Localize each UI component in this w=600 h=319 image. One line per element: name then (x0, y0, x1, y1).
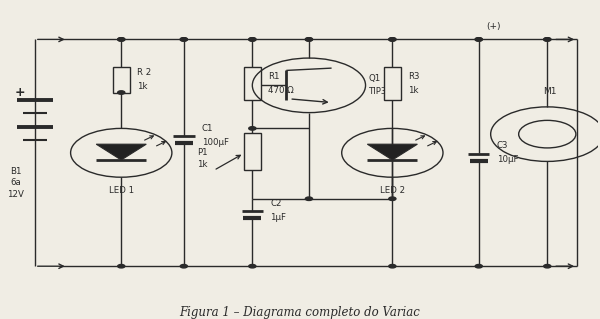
Text: 1k: 1k (137, 82, 147, 91)
Polygon shape (367, 144, 418, 160)
Text: +: + (14, 86, 25, 99)
Text: R3: R3 (408, 71, 419, 80)
Text: R 2: R 2 (137, 68, 151, 77)
Text: 10μF: 10μF (497, 155, 518, 165)
Circle shape (118, 264, 125, 268)
Circle shape (389, 38, 396, 41)
Text: R1: R1 (268, 71, 280, 80)
Text: TIP31: TIP31 (368, 86, 392, 96)
Text: 1μF: 1μF (270, 213, 286, 222)
Bar (384, 67, 401, 100)
Text: C3: C3 (497, 141, 508, 150)
Circle shape (118, 91, 125, 94)
Text: C2: C2 (270, 198, 282, 208)
Circle shape (180, 264, 187, 268)
Text: 6a: 6a (10, 178, 21, 188)
Circle shape (118, 38, 125, 41)
Text: 12V: 12V (7, 190, 24, 199)
Circle shape (475, 264, 482, 268)
Text: 1k: 1k (408, 86, 418, 95)
Circle shape (249, 264, 256, 268)
Text: (+): (+) (487, 22, 501, 31)
Circle shape (249, 38, 256, 41)
Bar (244, 67, 260, 100)
Text: Q1: Q1 (368, 74, 381, 83)
Text: 100μF: 100μF (202, 138, 229, 147)
Text: C1: C1 (202, 124, 213, 133)
Text: B1: B1 (10, 167, 22, 176)
Circle shape (305, 38, 313, 41)
Bar (113, 67, 130, 93)
Circle shape (249, 127, 256, 130)
Circle shape (389, 197, 396, 200)
Text: LED 1: LED 1 (109, 186, 134, 195)
Circle shape (544, 38, 551, 41)
Circle shape (389, 264, 396, 268)
Text: M1: M1 (544, 86, 557, 96)
Circle shape (305, 197, 313, 200)
Text: 1k: 1k (197, 160, 208, 169)
Circle shape (475, 38, 482, 41)
Polygon shape (96, 144, 146, 160)
Circle shape (305, 38, 313, 41)
Bar (244, 133, 260, 170)
Text: LED 2: LED 2 (380, 186, 405, 195)
Circle shape (180, 38, 187, 41)
Text: 470 Ω: 470 Ω (268, 86, 293, 95)
Text: Figura 1 – Diagrama completo do Variac: Figura 1 – Diagrama completo do Variac (179, 307, 421, 319)
Text: P1: P1 (197, 148, 208, 157)
Circle shape (544, 264, 551, 268)
Circle shape (118, 38, 125, 41)
Circle shape (180, 38, 187, 41)
Circle shape (544, 38, 551, 41)
Circle shape (475, 38, 482, 41)
Circle shape (389, 38, 396, 41)
Circle shape (249, 38, 256, 41)
